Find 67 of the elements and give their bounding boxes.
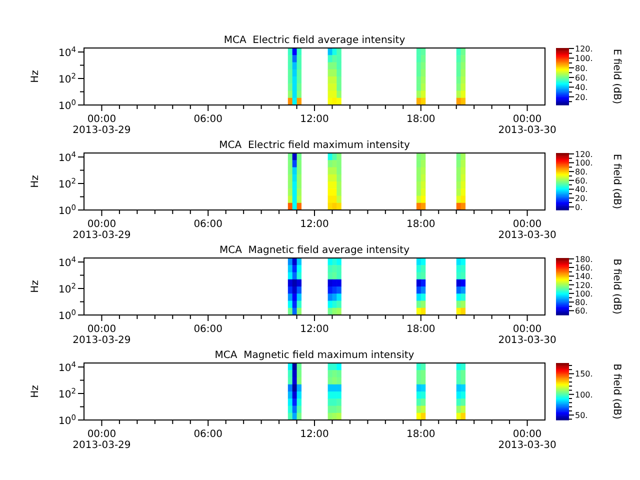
color-bar-label: 150. — [575, 370, 593, 379]
color-bar-label: 120. — [575, 150, 593, 159]
color-bar-label: 80. — [575, 168, 588, 177]
color-bar-label: 50. — [575, 411, 588, 420]
chart-title: MCA Electric field average intensity — [224, 35, 406, 46]
x-tick-label: 00:00 2013-03-30 — [498, 219, 556, 241]
color-bar-label: 120. — [575, 44, 593, 54]
color-bar-label: 100. — [575, 54, 593, 64]
x-tick-label: 12:00 — [300, 114, 329, 125]
color-bar-title: B field (dB) — [611, 364, 622, 420]
chart-title: MCA Electric field maximum intensity — [219, 140, 410, 151]
color-bar-label: 80. — [575, 64, 588, 73]
color-bar-label: 160. — [575, 264, 593, 272]
x-tick-label: 06:00 — [194, 429, 223, 440]
y-tick-label: 10$^{0}$ — [58, 412, 76, 427]
color-bar-label: 60. — [575, 306, 588, 316]
y-tick-label: 10$^{4}$ — [58, 44, 76, 59]
x-tick-label: 18:00 — [406, 429, 436, 440]
y-axis-title: Hz — [30, 70, 41, 83]
x-tick-label: 00:00 2013-03-29 — [72, 429, 131, 451]
y-tick-label: 10$^{2}$ — [58, 386, 76, 400]
x-tick-label: 18:00 — [406, 324, 436, 335]
color-bar-title: B field (dB) — [611, 258, 622, 314]
color-bar-label: 60. — [575, 73, 588, 82]
color-bar-label: 80. — [575, 298, 588, 308]
x-tick-label: 12:00 — [300, 219, 329, 230]
y-tick-label: 10$^{2}$ — [58, 280, 76, 296]
color-bar-label: 100. — [575, 289, 593, 298]
x-tick-label: 00:00 2013-03-30 — [498, 114, 556, 136]
color-bar-label: 100. — [575, 390, 593, 400]
y-tick-label: 10$^{2}$ — [58, 70, 76, 86]
y-tick-label: 10$^{2}$ — [58, 176, 76, 190]
x-tick-label: 18:00 — [406, 219, 436, 230]
y-axis-title: Hz — [30, 280, 41, 293]
y-tick-label: 10$^{0}$ — [58, 308, 76, 322]
y-axis-title: Hz — [30, 385, 41, 398]
color-bar-label: 180. — [575, 254, 593, 264]
x-tick-label: 06:00 — [194, 114, 223, 125]
y-tick-label: 10$^{0}$ — [58, 202, 76, 217]
x-tick-label: 18:00 — [406, 114, 436, 125]
color-bar-label: 140. — [575, 272, 593, 282]
x-tick-label: 12:00 — [300, 324, 329, 335]
chart-title: MCA Magnetic field average intensity — [219, 245, 410, 256]
color-bar-label: 40. — [575, 185, 588, 194]
x-tick-label: 06:00 — [194, 324, 223, 335]
y-tick-label: 10$^{0}$ — [58, 98, 76, 112]
y-tick-label: 10$^{4}$ — [58, 359, 76, 374]
y-tick-label: 10$^{4}$ — [58, 254, 76, 269]
x-tick-label: 00:00 2013-03-30 — [498, 429, 556, 451]
x-tick-label: 12:00 — [300, 429, 329, 440]
x-tick-label: 00:00 2013-03-29 — [72, 114, 131, 136]
color-bar-label: 20. — [575, 92, 588, 102]
x-tick-label: 00:00 2013-03-29 — [72, 324, 131, 346]
y-tick-label: 10$^{4}$ — [58, 149, 76, 164]
color-bar-label: 20. — [575, 194, 588, 204]
y-axis-title: Hz — [30, 175, 41, 188]
color-bar-label: 40. — [575, 83, 588, 92]
color-bar-label: 0. — [575, 202, 583, 212]
chart-title: MCA Magnetic field maximum intensity — [214, 350, 414, 361]
color-bar-title: E field (dB) — [611, 48, 622, 104]
color-bar-title: E field (dB) — [611, 154, 622, 210]
x-tick-label: 00:00 2013-03-30 — [498, 324, 556, 346]
x-tick-label: 06:00 — [194, 219, 223, 230]
color-bar-label: 120. — [575, 280, 593, 290]
color-bar-label: 100. — [575, 158, 593, 168]
x-tick-label: 00:00 2013-03-29 — [72, 219, 131, 241]
color-bar-label: 60. — [575, 176, 588, 186]
